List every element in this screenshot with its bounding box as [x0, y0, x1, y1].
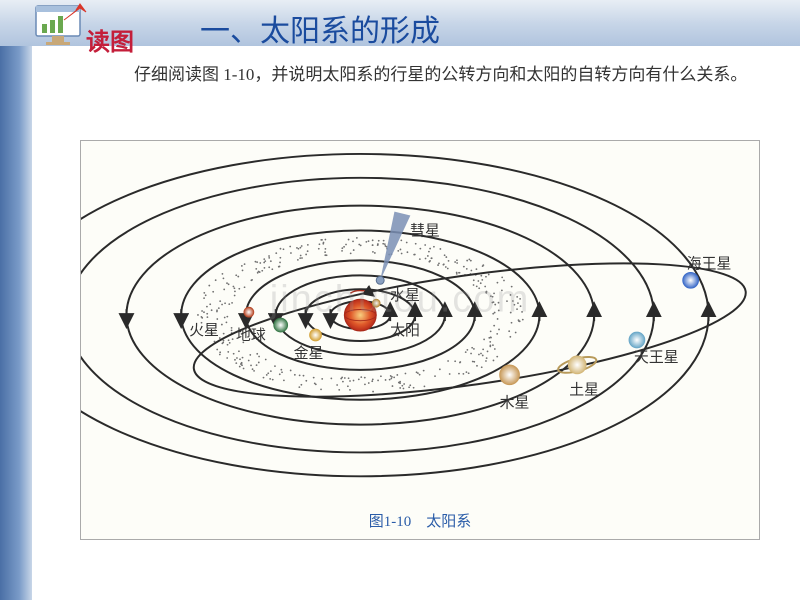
- svg-text:金星: 金星: [294, 345, 324, 362]
- svg-text:水星: 水星: [390, 287, 420, 304]
- solar-system-diagram: 彗星太阳 水星金星 地球 火星木星 土星 天王星 海王星 图1-10 太阳系: [80, 140, 760, 540]
- instruction-block: 仔细阅读图 1-10，并说明太阳系的行星的公转方向和太阳的自转方向有什么关系。: [100, 60, 760, 91]
- svg-text:火星: 火星: [189, 323, 219, 339]
- svg-text:地球: 地球: [236, 327, 266, 344]
- figure-caption: 图1-10 太阳系: [81, 510, 759, 531]
- instruction-text: 仔细阅读图 1-10，并说明太阳系的行星的公转方向和太阳的自转方向有什么关系。: [100, 60, 760, 91]
- svg-text:太阳: 太阳: [390, 322, 420, 339]
- page-title: 一、太阳系的形成: [200, 6, 440, 50]
- chart-icon: [34, 2, 88, 46]
- read-diagram-label: 读图: [86, 22, 134, 57]
- diagram-svg: 彗星太阳 水星金星 地球 火星木星 土星 天王星 海王星: [81, 141, 759, 539]
- left-gradient-stripe: [0, 0, 32, 600]
- svg-text:木星: 木星: [500, 395, 530, 412]
- svg-text:彗星: 彗星: [410, 223, 440, 240]
- header-bar: 读图 一、太阳系的形成: [0, 0, 800, 46]
- svg-text:天王星: 天王星: [634, 350, 679, 366]
- svg-text:海王星: 海王星: [687, 255, 732, 272]
- svg-text:土星: 土星: [569, 382, 599, 399]
